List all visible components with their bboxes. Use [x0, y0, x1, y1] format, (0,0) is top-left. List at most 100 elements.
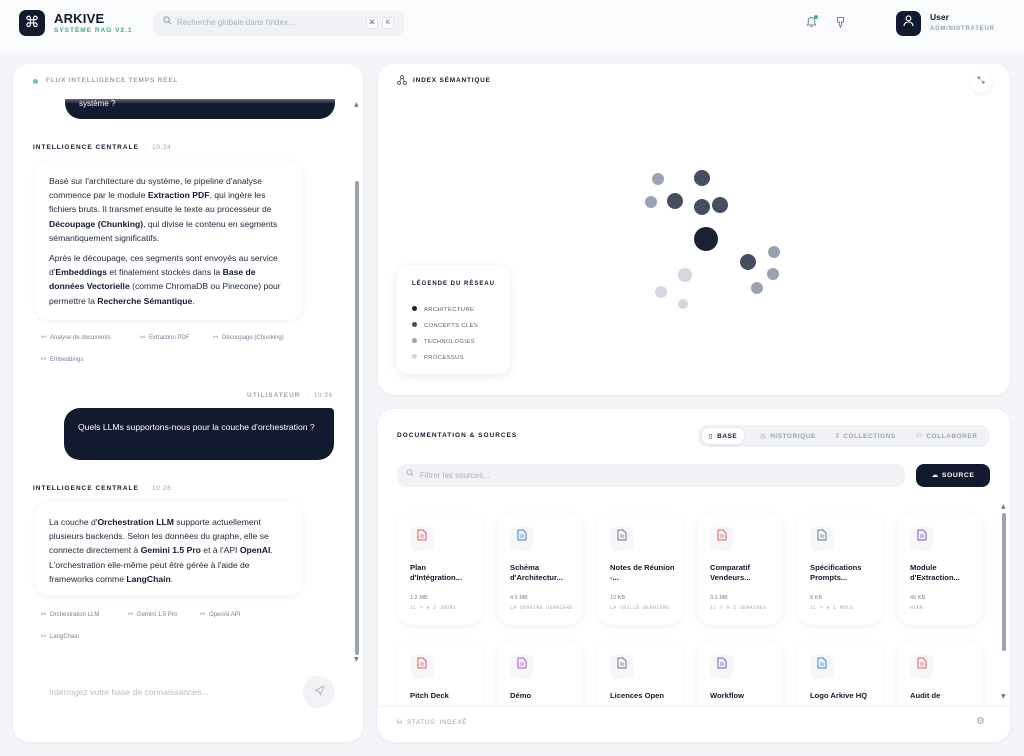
legend-swatch	[412, 306, 417, 311]
graph-node[interactable]	[655, 286, 667, 298]
document-name: Plan d'Intégration...	[410, 563, 463, 582]
chat-input[interactable]: Interrogez votre base de connaissances..…	[33, 676, 343, 708]
image-file-icon	[510, 527, 534, 551]
graph-node[interactable]	[694, 170, 710, 186]
graph-node[interactable]	[645, 196, 657, 208]
message-time: 10:26	[313, 392, 333, 399]
network-icon	[397, 75, 407, 88]
image-file-icon	[810, 655, 834, 679]
document-card[interactable]: Spécifications Prompts... 8 KB IL Y A 1 MO…	[797, 513, 883, 625]
docs-scrollbar[interactable]	[1002, 513, 1006, 651]
document-date: HIER	[910, 605, 924, 611]
source-tag[interactable]: ⚯ Embeddings	[41, 356, 83, 363]
scroll-down-arrow-icon[interactable]: ▼	[354, 656, 359, 663]
database-icon: ⛁	[397, 718, 403, 726]
graph-node[interactable]	[667, 193, 683, 209]
graph-node[interactable]	[694, 227, 718, 251]
docs-title: DOCUMENTATION & SOURCES	[397, 432, 518, 439]
document-name: Comparatif Vendeurs...	[710, 563, 751, 582]
status-bar: ⛁ STATUS: INDEXÉ ⚙	[378, 706, 1010, 742]
chat-panel: système ? FLUX INTELLIGENCE TEMPS RÉEL ▲…	[13, 64, 363, 742]
graph-node[interactable]	[652, 173, 664, 185]
tab-base[interactable]: ▯ BASE	[702, 428, 745, 444]
tag-label: Extraction PDF	[149, 335, 190, 341]
user-avatar[interactable]	[896, 11, 921, 36]
source-tag[interactable]: ⚯ Extraction PDF	[140, 334, 189, 341]
document-card[interactable]: Schéma d'Architectur... 4.5 MB LA SEMAINE …	[497, 513, 583, 625]
send-button[interactable]	[303, 676, 335, 708]
tag-label: Analyse de documents	[50, 335, 111, 341]
highlighted-term: OpenAI	[239, 545, 271, 556]
document-name: Notes de Réunion -...	[610, 563, 675, 582]
semantic-index-panel: INDEX SÉMANTIQUE LÉGENDE DU RÉSEAU ARCHI…	[378, 64, 1010, 395]
document-name: Module d'Extraction...	[910, 563, 960, 582]
message-text: et finalement stockés dans la	[107, 267, 223, 278]
tab-historique[interactable]: ◷ HISTORIQUE	[753, 428, 823, 444]
scroll-up-arrow-icon[interactable]: ▲	[354, 101, 359, 108]
highlighted-term: LangChain	[126, 573, 171, 584]
global-search[interactable]: Recherche globale dans l'index... ⌘ K	[153, 11, 404, 36]
filter-sources-input[interactable]: Filtrer les sources...	[397, 464, 905, 487]
tab-collections[interactable]: ⫴ COLLECTIONS	[829, 428, 903, 444]
link-icon: ⚯	[140, 334, 146, 341]
document-card[interactable]: Module d'Extraction... 45 KB HIER	[897, 513, 983, 625]
gear-icon[interactable]: ⚙	[976, 716, 985, 727]
scroll-up-arrow-icon[interactable]: ▲	[1001, 503, 1006, 510]
highlighted-term: Découpage (Chunking)	[49, 218, 144, 229]
brand-name: ARKIVE	[54, 11, 105, 26]
bell-icon[interactable]	[804, 16, 818, 30]
document-card[interactable]: Comparatif Vendeurs... 3.1 MB IL Y A 2 SEM…	[697, 513, 783, 625]
notification-dot	[814, 15, 818, 19]
chat-scrollbar[interactable]	[355, 181, 359, 655]
graph-node[interactable]	[678, 268, 692, 282]
graph-node[interactable]	[712, 197, 728, 213]
message-role: INTELLIGENCE CENTRALE	[33, 144, 139, 151]
legend-item-technologies: TECHNOLOGIES	[412, 338, 475, 345]
scroll-down-arrow-icon[interactable]: ▼	[1001, 693, 1006, 700]
chat-header: FLUX INTELLIGENCE TEMPS RÉEL	[33, 77, 178, 84]
highlighted-term: Recherche Sémantique	[97, 295, 193, 306]
send-icon	[314, 685, 324, 696]
source-tag[interactable]: ⚯ Analyse de documents	[41, 334, 111, 341]
document-date: LA VEILLE DERNIÈRE	[610, 605, 670, 611]
legend-swatch	[412, 354, 417, 359]
graph-node[interactable]	[740, 254, 756, 270]
pin-icon[interactable]	[833, 16, 847, 30]
pdf-file-icon	[910, 655, 934, 679]
source-tag[interactable]: ⚯ Découpage (Chunking)	[213, 334, 284, 341]
link-icon: ⚯	[41, 356, 47, 363]
semantic-graph[interactable]	[378, 64, 1010, 395]
message-text: La couche d'	[49, 517, 98, 527]
message-text: (comme ChromaDB ou Pinecone) pour permet…	[49, 281, 281, 306]
document-card[interactable]: Notes de Réunion -... 12 KB LA VEILLE DERN…	[597, 513, 683, 625]
book-icon: ▯	[709, 432, 714, 440]
tab-collaborer[interactable]: ⚇ COLLABORER	[909, 428, 984, 444]
logo-icon[interactable]: ⌘	[19, 10, 45, 36]
document-card[interactable]: Plan d'Intégration... 1.2 MB IL Y A 2 JOUR…	[397, 513, 483, 625]
highlighted-term: Embeddings	[55, 267, 107, 278]
source-tag[interactable]: ⚯ Orchestration LLM	[41, 611, 99, 618]
expand-button[interactable]	[970, 71, 992, 93]
graph-node[interactable]	[694, 199, 710, 215]
tag-label: OpenAI API	[209, 612, 241, 618]
message-text: supporte actuellement plusieurs backends…	[49, 517, 269, 556]
user-name[interactable]: User	[930, 12, 949, 22]
code-file-icon	[910, 527, 934, 551]
graph-node[interactable]	[768, 246, 780, 258]
status-label: STATUS: INDEXÉ	[406, 719, 467, 726]
pdf-file-icon	[710, 527, 734, 551]
graph-node[interactable]	[678, 299, 688, 309]
source-tag[interactable]: ⚯ Gemini 1.5 Pro	[128, 611, 177, 618]
document-date: IL Y A 1 MOIS	[810, 605, 853, 611]
source-button-label: SOURCE	[941, 472, 975, 479]
source-tag[interactable]: ⚯ LangChain	[41, 633, 79, 640]
ai-message-bubble: La couche d'Orchestration LLM supporte a…	[35, 502, 303, 596]
tab-label: COLLECTIONS	[843, 433, 896, 440]
chat-header-label: FLUX INTELLIGENCE TEMPS RÉEL	[46, 77, 179, 84]
highlighted-term: Orchestration LLM	[97, 517, 174, 527]
graph-node[interactable]	[767, 268, 779, 280]
add-source-button[interactable]: ☁ SOURCE	[916, 464, 990, 487]
source-tag[interactable]: ⚯ OpenAI API	[200, 611, 240, 618]
message-time: 10:26	[152, 485, 172, 492]
graph-node[interactable]	[751, 282, 763, 294]
